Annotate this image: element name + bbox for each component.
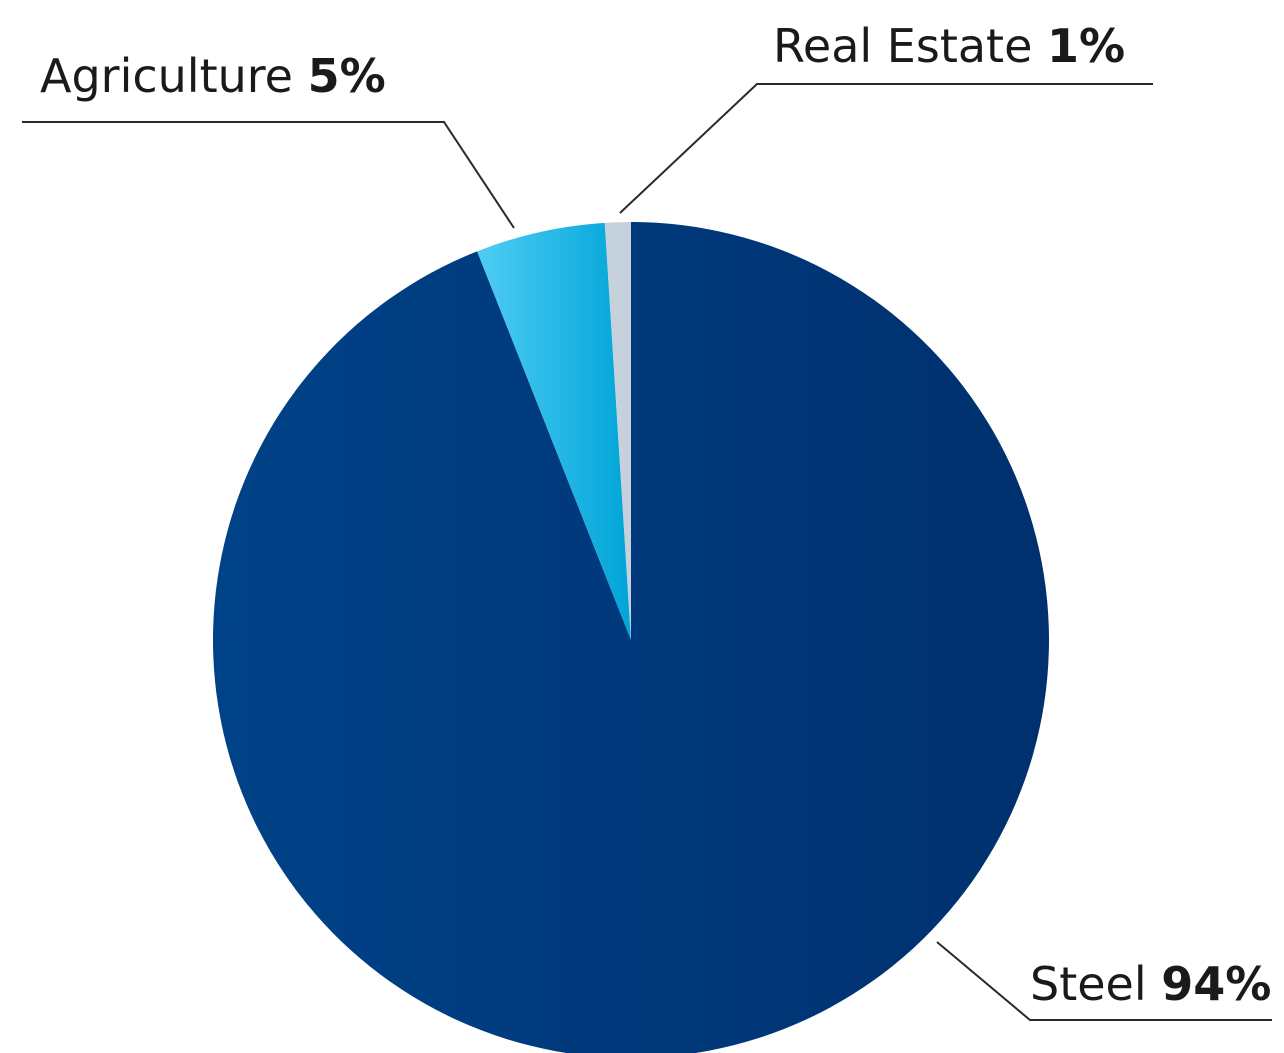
label-steel-name: Steel bbox=[1030, 957, 1147, 1011]
label-real-estate: Real Estate 1% bbox=[773, 19, 1125, 73]
leader-line-steel bbox=[936, 941, 1272, 1021]
label-real-estate-name: Real Estate bbox=[773, 19, 1032, 73]
slice-agriculture bbox=[477, 222, 631, 640]
leader-line-agriculture bbox=[22, 121, 515, 229]
label-agriculture-value: 5% bbox=[308, 49, 386, 103]
slice-steel bbox=[213, 222, 1049, 1053]
label-steel: Steel 94% bbox=[1030, 957, 1271, 1011]
label-agriculture-name: Agriculture bbox=[40, 49, 293, 103]
label-steel-value: 94% bbox=[1161, 957, 1271, 1011]
pie-slices bbox=[213, 221, 1049, 1053]
label-real-estate-value: 1% bbox=[1047, 19, 1125, 73]
leader-line-real-estate bbox=[619, 83, 1153, 214]
label-agriculture: Agriculture 5% bbox=[40, 49, 386, 103]
slice-real-estate bbox=[604, 221, 631, 640]
